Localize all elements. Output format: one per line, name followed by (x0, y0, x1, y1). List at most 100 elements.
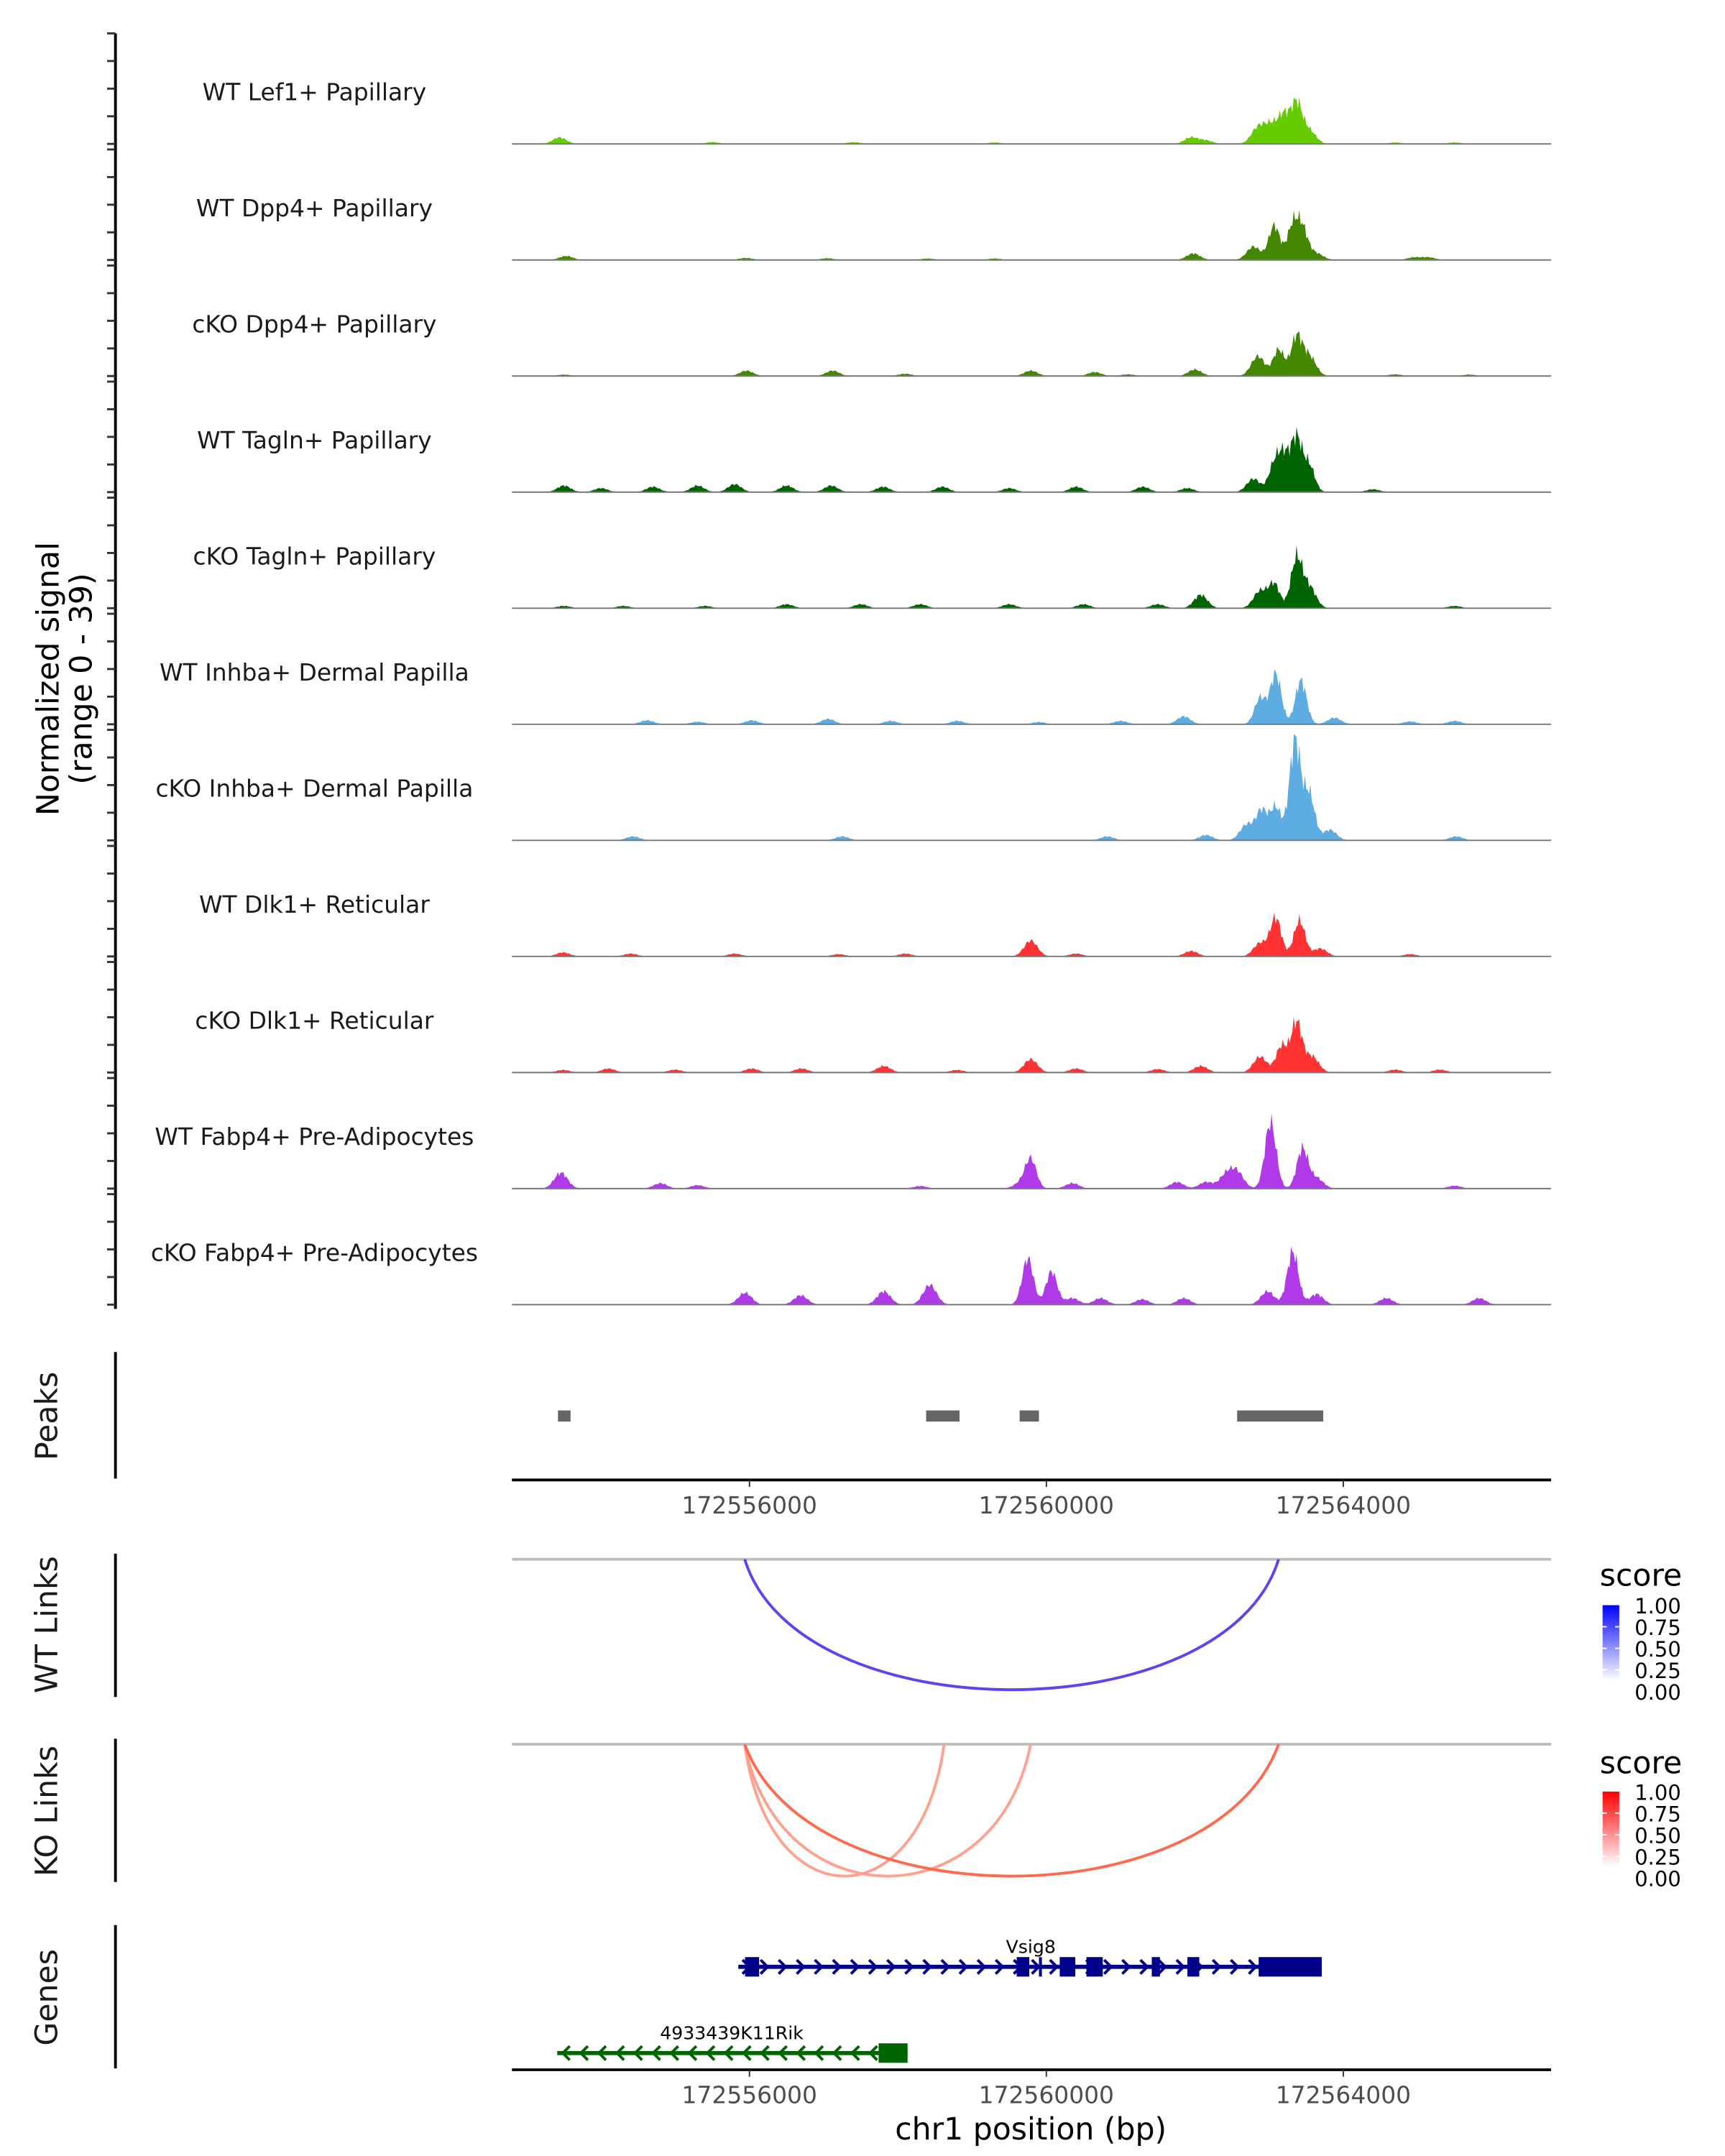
wt-score-legend: score 1.000.750.500.250.00 (1600, 1557, 1682, 1705)
strand-arrow (1175, 1958, 1186, 1975)
track-label: cKO Inhba+ Dermal Papilla (155, 774, 473, 802)
gene-exon (1086, 1957, 1103, 1977)
strand-arrow (814, 1958, 824, 1975)
strand-arrow (687, 2045, 698, 2061)
strand-arrow (741, 2045, 752, 2061)
strand-arrow (1139, 1958, 1150, 1975)
strand-arrow (832, 1958, 842, 1975)
signal-area (512, 913, 1552, 957)
wt-legend-title: score (1600, 1557, 1682, 1593)
legend-tick-label: 1.00 (1634, 1781, 1681, 1805)
strand-arrow (868, 1958, 878, 1975)
signal-area (512, 545, 1552, 609)
strand-arrow (868, 2045, 878, 2061)
x-tick-label: 172560000 (979, 2081, 1114, 2109)
strand-arrow (958, 1958, 969, 1975)
coverage-y-title-line2: (range 0 - 39) (64, 573, 100, 784)
gene-model: 4933439K11Rik (557, 2022, 908, 2063)
genes-panel-label: Genes (29, 1949, 65, 2046)
peak-regions (558, 1410, 1324, 1422)
strand-arrow (922, 1958, 933, 1975)
strand-arrow (814, 2045, 824, 2061)
strand-arrow (651, 2045, 661, 2061)
strand-arrow (796, 2045, 806, 2061)
peak-region (1237, 1410, 1324, 1422)
gene-name-label: Vsig8 (1006, 1936, 1056, 1957)
ko-links-panel-label: KO Links (29, 1746, 65, 1876)
strand-arrow (850, 2045, 860, 2061)
coverage-track: WT Fabp4+ Pre-Adipocytes (155, 1112, 1552, 1189)
strand-arrow (760, 2045, 770, 2061)
ko-links (743, 1743, 1280, 1878)
gene-exon (1151, 1957, 1160, 1977)
gene-models: Vsig8 4933439K11Rik (557, 1936, 1322, 2063)
legend-tick-label: 0.00 (1634, 1680, 1681, 1705)
x-tick-label: 172556000 (682, 1491, 817, 1519)
strand-arrow (561, 2045, 571, 2061)
legend-tick-label: 1.00 (1634, 1594, 1681, 1618)
coverage-track: cKO Tagln+ Papillary (193, 542, 1552, 609)
gene-exon (1016, 1957, 1030, 1977)
strand-arrow (778, 2045, 788, 2061)
gene-exon (1039, 1957, 1042, 1977)
strand-arrow (796, 1958, 806, 1975)
link-arc (743, 1559, 1280, 1692)
track-label: WT Inhba+ Dermal Papilla (160, 658, 469, 686)
track-label: cKO Dpp4+ Papillary (192, 310, 436, 338)
peak-region (558, 1410, 571, 1422)
legend-tick-label: 0.00 (1634, 1867, 1681, 1892)
signal-area (512, 331, 1552, 377)
signal-area (512, 210, 1552, 260)
coverage-y-axis-title: Normalized signal (range 0 - 39) (30, 542, 99, 816)
strand-arrow (705, 2045, 716, 2061)
strand-arrow (1049, 1958, 1059, 1975)
x-axis-title: chr1 position (bp) (895, 2111, 1167, 2147)
peaks-panel-label: Peaks (29, 1372, 65, 1460)
track-label: cKO Dlk1+ Reticular (195, 1006, 434, 1034)
ko-legend-title: score (1600, 1746, 1682, 1782)
signal-area (512, 426, 1552, 492)
gene-name-label: 4933439K11Rik (660, 2022, 804, 2043)
legend-tick-label: 0.25 (1634, 1846, 1681, 1870)
gene-exon (1259, 1957, 1322, 1977)
coverage-track: cKO Dpp4+ Papillary (192, 310, 1552, 377)
legend-tick-label: 0.75 (1634, 1616, 1681, 1640)
legend-tick-label: 0.25 (1634, 1659, 1681, 1683)
coverage-track: WT Dlk1+ Reticular (199, 890, 1552, 957)
strand-arrow (632, 2045, 643, 2061)
link-arc (743, 1743, 1032, 1878)
peaks-x-axis-ticks: 172556000 172560000 172564000 (682, 1480, 1411, 1519)
strand-arrow (1121, 1958, 1131, 1975)
signal-area (512, 1016, 1552, 1073)
genes-x-axis-ticks: 172556000 172560000 172564000 (682, 2070, 1411, 2109)
coverage-tracks: WT Lef1+ Papillary WT Dpp4+ Papillary cKO … (151, 78, 1552, 1306)
peak-region (1019, 1410, 1039, 1422)
wt-links-panel-label: WT Links (29, 1556, 65, 1693)
coverage-track: WT Tagln+ Papillary (197, 426, 1552, 493)
strand-arrow (669, 2045, 680, 2061)
strand-arrow (615, 2045, 625, 2061)
x-tick-label: 172564000 (1276, 2081, 1411, 2109)
strand-arrow (759, 1958, 770, 1975)
wt-legend-colorbar (1602, 1605, 1619, 1681)
x-tick-label: 172564000 (1276, 1491, 1411, 1519)
coverage-track: cKO Fabp4+ Pre-Adipocytes (151, 1239, 1552, 1306)
signal-area (512, 1112, 1552, 1189)
signal-area (512, 669, 1552, 724)
peak-region (926, 1410, 960, 1422)
x-tick-label: 172560000 (979, 1491, 1114, 1519)
link-arc (743, 1743, 946, 1878)
ko-legend-colorbar (1602, 1791, 1619, 1867)
gene-exon (1187, 1957, 1200, 1977)
gene-exon (1059, 1957, 1076, 1977)
track-label: WT Lef1+ Papillary (203, 78, 427, 106)
strand-arrow (579, 2045, 589, 2061)
strand-arrow (832, 2045, 842, 2061)
coverage-track: cKO Dlk1+ Reticular (195, 1006, 1552, 1074)
gene-exon (878, 2043, 908, 2063)
track-label: WT Dlk1+ Reticular (199, 890, 430, 918)
strand-arrow (1157, 1958, 1168, 1975)
strand-arrow (886, 1958, 896, 1975)
strand-arrow (1103, 1958, 1113, 1975)
